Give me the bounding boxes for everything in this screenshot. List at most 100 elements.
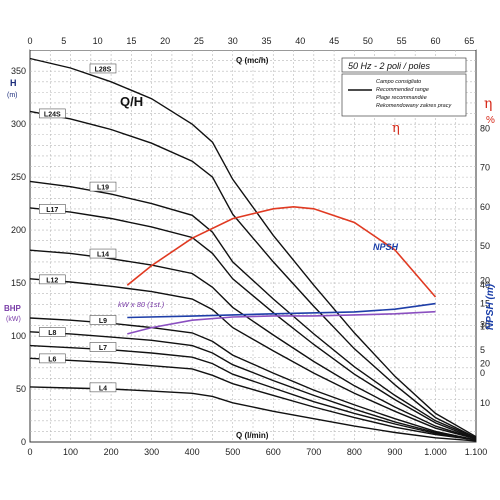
y-right-eta-tick-label: 10	[480, 398, 490, 408]
y-left-tick-label: 0	[21, 437, 26, 447]
frequency-box	[341, 57, 467, 73]
series-line-l24s	[29, 110, 477, 439]
y-left-tick-label: 250	[11, 172, 26, 182]
chart-title: Q/H	[120, 94, 143, 109]
h-axis-unit: (m)	[7, 92, 18, 99]
series-label-box	[38, 353, 66, 364]
series-label-box	[38, 327, 66, 337]
eta-curve-label: η	[392, 121, 400, 136]
y-right-npsh-tick-label: 20	[480, 276, 490, 286]
bhp-axis-unit: (kW)	[6, 316, 21, 323]
series-label-l6: L6	[48, 356, 56, 363]
series-label-l9: L9	[99, 318, 107, 325]
x-top-tick-label: 50	[363, 36, 373, 46]
series-label-box	[89, 342, 117, 352]
eta-curve-line	[126, 205, 437, 298]
series-label-l17: L17	[46, 207, 58, 214]
series-line-l19	[29, 180, 477, 439]
x-top-tick-label: 10	[93, 36, 103, 46]
y-right-npsh-tick-label: 0	[480, 368, 485, 378]
series-label-box	[89, 248, 117, 259]
power-curve-line	[127, 310, 436, 335]
series-label-box	[38, 204, 66, 214]
y-right-npsh-tick-label: 15	[480, 299, 490, 309]
y-right-eta-tick-label: 70	[480, 163, 490, 173]
frequency-label: 50 Hz - 2 poli / poles	[348, 61, 431, 71]
x-bottom-tick-label: 400	[185, 447, 200, 457]
x-top-tick-label: 5	[61, 36, 66, 46]
x-top-tick-label: 40	[295, 36, 305, 46]
y-left-tick-label: 350	[11, 66, 26, 76]
x-bottom-tick-label: 1.000	[424, 447, 447, 457]
series-line-l8	[29, 331, 477, 441]
power-curve-label: kW x 80 (1st.)	[118, 300, 165, 309]
y-right-eta-tick-label: 60	[480, 202, 490, 212]
legend-line-3: Plage recommandée	[376, 95, 427, 101]
series-line-l14	[29, 249, 477, 440]
legend-line-4: Rekomendowany zakres pracy	[376, 103, 452, 109]
series-label-l4: L4	[99, 385, 107, 392]
y-right-eta-tick-label: 80	[480, 123, 490, 133]
x-bottom-tick-label: 300	[144, 447, 159, 457]
series-label-l7: L7	[99, 345, 107, 352]
x-bottom-tick-label: 700	[306, 447, 321, 457]
eta-axis-label: η	[484, 96, 492, 112]
x-top-tick-label: 20	[160, 36, 170, 46]
y-right-eta-tick-label: 50	[480, 241, 490, 251]
y-right-eta-tick-label: 30	[480, 319, 490, 329]
npsh-curve-label: NPSH	[373, 242, 399, 252]
series-labels: L28S L24S L19 L17 L14 L12 L9 L8 L7 L6 L4	[38, 63, 117, 393]
x-top-tick-label: 0	[27, 36, 32, 46]
x-bottom-tick-label: 500	[225, 447, 240, 457]
y-left-tick-label: 100	[11, 331, 26, 341]
x-top-tick-label: 30	[228, 36, 238, 46]
x-top-tick-label: 55	[397, 36, 407, 46]
y-right-npsh-tick-label: 5	[480, 345, 485, 355]
legend-line-1: Campo consigliato	[376, 79, 421, 85]
series-label-box	[38, 274, 66, 285]
y-right-eta-tick-label: 40	[480, 280, 490, 290]
series-label-box	[38, 108, 66, 119]
y-right-eta-tick-label: 20	[480, 359, 490, 369]
x-top-tick-label: 45	[329, 36, 339, 46]
x-bottom-tick-label: 800	[347, 447, 362, 457]
bhp-axis-label: BHP	[4, 304, 22, 313]
x-top-tick-label: 35	[262, 36, 272, 46]
series-label-box	[89, 315, 117, 325]
series-label-l8: L8	[48, 330, 56, 337]
legend-line-2: Recommended range	[376, 87, 429, 93]
npsh-curve-line	[127, 302, 436, 319]
x-bottom-tick-label: 600	[266, 447, 281, 457]
eta-axis-unit: %	[486, 115, 495, 126]
series-label-l24s: L24S	[44, 111, 61, 118]
top-scale-strip	[30, 34, 476, 50]
x-top-tick-label: 25	[194, 36, 204, 46]
series-label-box	[89, 181, 117, 192]
y-left-tick-label: 300	[11, 119, 26, 129]
y-left-tick-label: 150	[11, 278, 26, 288]
x-top-tick-label: 65	[464, 36, 474, 46]
y-left-tick-label: 50	[16, 384, 26, 394]
series-label-l12: L12	[46, 277, 58, 284]
x-bottom-tick-label: 1.100	[465, 447, 488, 457]
series-label-box	[89, 382, 117, 393]
x-bottom-tick-label: 0	[27, 447, 32, 457]
series-label-l19: L19	[97, 185, 109, 192]
x-top-tick-label: 15	[126, 36, 136, 46]
x-bottom-tick-label: 200	[104, 447, 119, 457]
h-axis-label: H	[10, 78, 17, 88]
y-right-npsh-tick-label: 10	[480, 322, 490, 332]
x-top-tick-label: 60	[430, 36, 440, 46]
legend-box	[341, 73, 467, 117]
y-left-tick-label: 200	[11, 225, 26, 235]
npsh-axis-label: NPSH (m)	[485, 283, 496, 330]
q-bottom-axis-label: Q (l/min)	[236, 431, 269, 440]
series-label-l28s: L28S	[95, 66, 112, 73]
x-bottom-tick-label: 900	[387, 447, 402, 457]
q-top-axis-label: Q (mc/h)	[236, 56, 269, 65]
x-bottom-tick-label: 100	[63, 447, 78, 457]
series-label-l14: L14	[97, 252, 109, 259]
